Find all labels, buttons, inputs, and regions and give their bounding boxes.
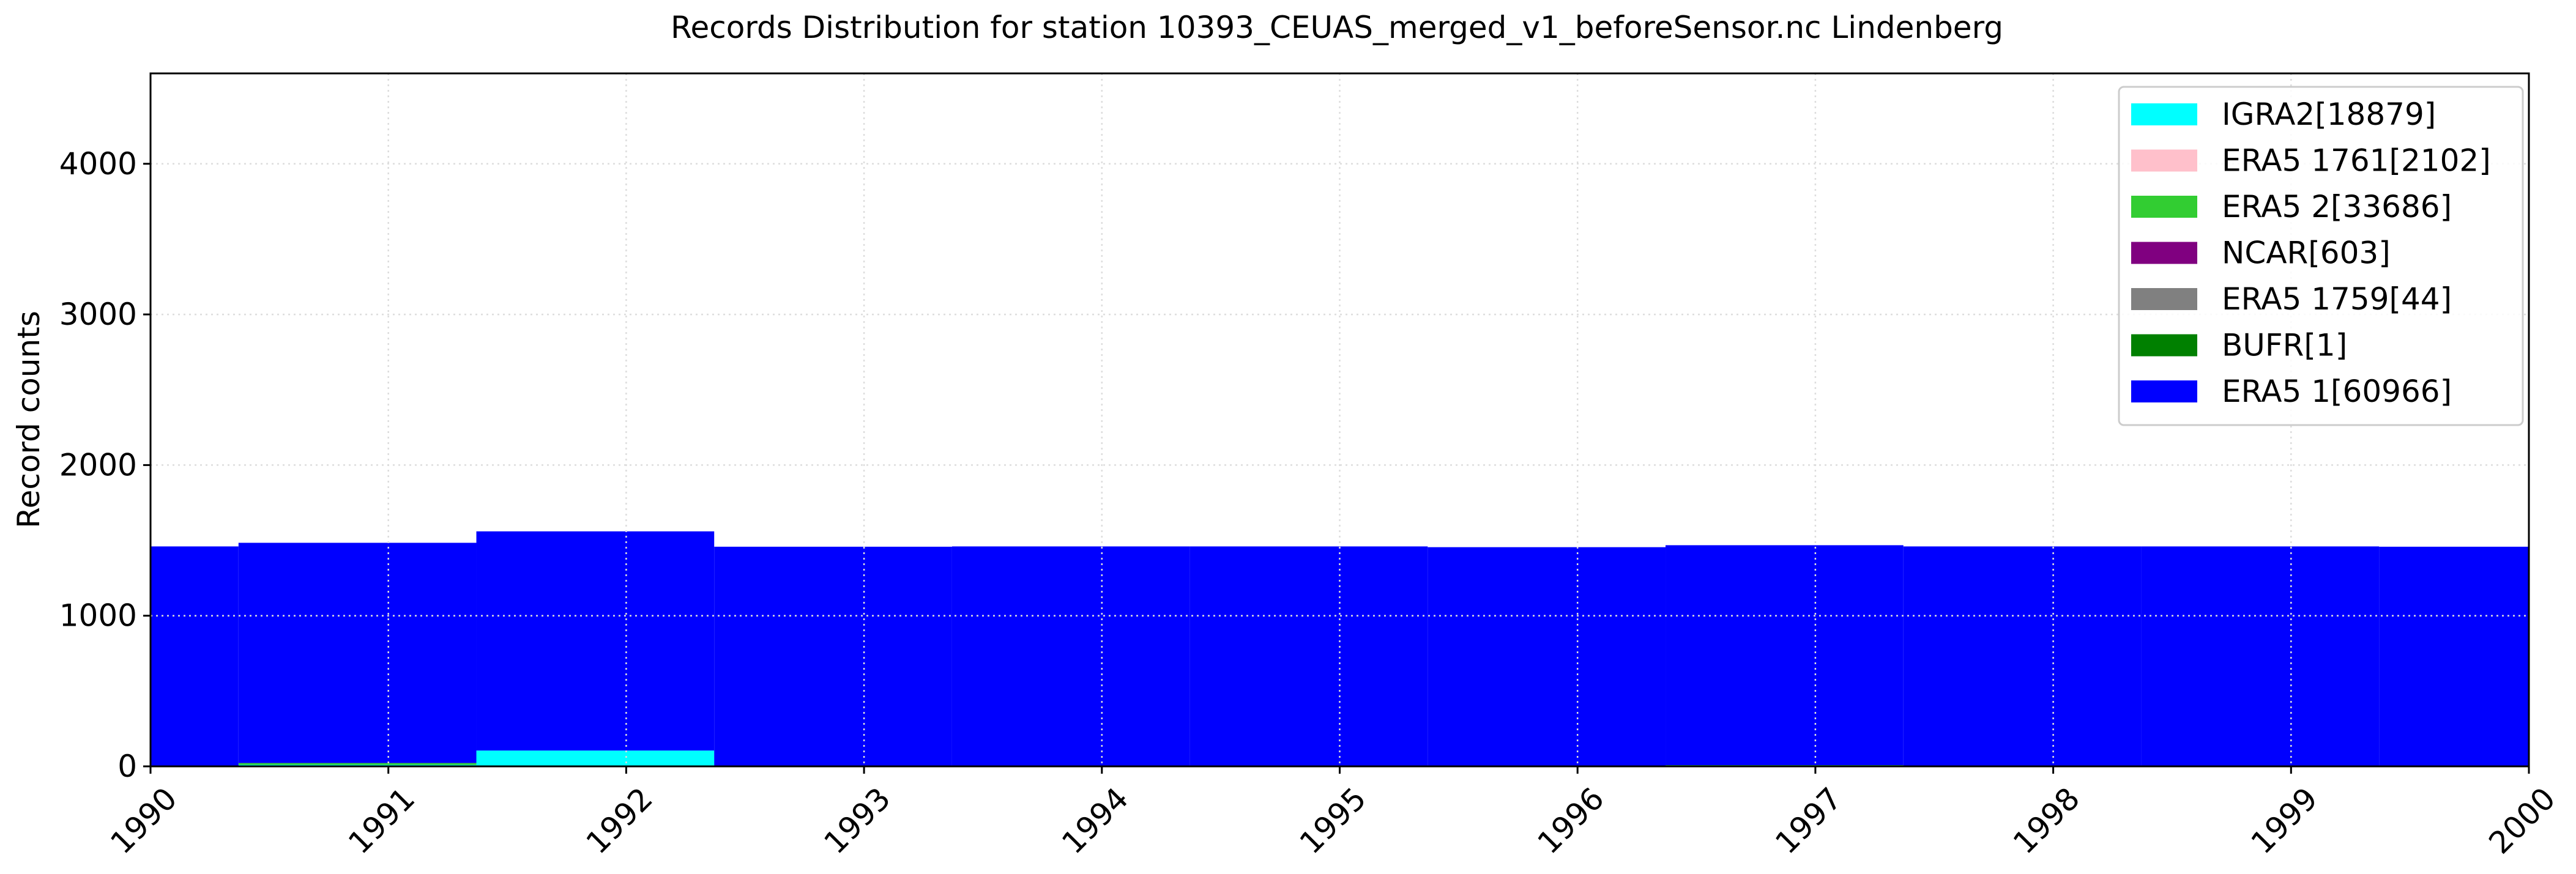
bar (1903, 546, 2142, 766)
y-tick-label: 3000 (59, 297, 137, 332)
bar (1666, 545, 1904, 766)
bar (1189, 546, 1428, 766)
legend-label: NCAR[603] (2222, 235, 2391, 271)
legend-swatch (2131, 196, 2197, 218)
y-axis: 0 1000 2000 3000 4000 (59, 146, 151, 784)
bar (951, 546, 1190, 766)
bar (238, 763, 477, 765)
legend-swatch (2131, 288, 2197, 310)
legend-label: ERA5 1761[2102] (2222, 143, 2491, 179)
y-tick-label: 0 (117, 749, 137, 784)
bars (151, 531, 2529, 766)
y-tick-label: 2000 (59, 447, 137, 483)
bar (476, 750, 715, 766)
legend-box (2118, 86, 2524, 426)
bar (1428, 547, 1666, 766)
legend-label: ERA5 1[60966] (2222, 374, 2452, 409)
chart-title: Records Distribution for station 10393_C… (671, 10, 2003, 45)
legend-label: ERA5 2[33686] (2222, 189, 2452, 224)
legend-swatch (2131, 149, 2197, 172)
legend-swatch (2131, 380, 2197, 402)
bar (2141, 546, 2380, 766)
bar (476, 531, 715, 751)
bar (714, 546, 952, 766)
legend: IGRA2[18879] ERA5 1761[2102] ERA5 2[33686]… (2118, 86, 2524, 426)
y-tick-label: 1000 (59, 598, 137, 634)
y-axis-label: Record counts (11, 311, 47, 528)
legend-swatch (2131, 103, 2197, 125)
bar (238, 543, 477, 763)
legend-swatch (2131, 334, 2197, 357)
bar (2379, 546, 2529, 766)
legend-label: ERA5 1759[44] (2222, 281, 2452, 317)
legend-label: BUFR[1] (2222, 328, 2347, 363)
legend-swatch (2131, 242, 2197, 264)
bar (151, 546, 239, 766)
y-tick-label: 4000 (59, 146, 137, 182)
legend-label: IGRA2[18879] (2222, 97, 2436, 132)
